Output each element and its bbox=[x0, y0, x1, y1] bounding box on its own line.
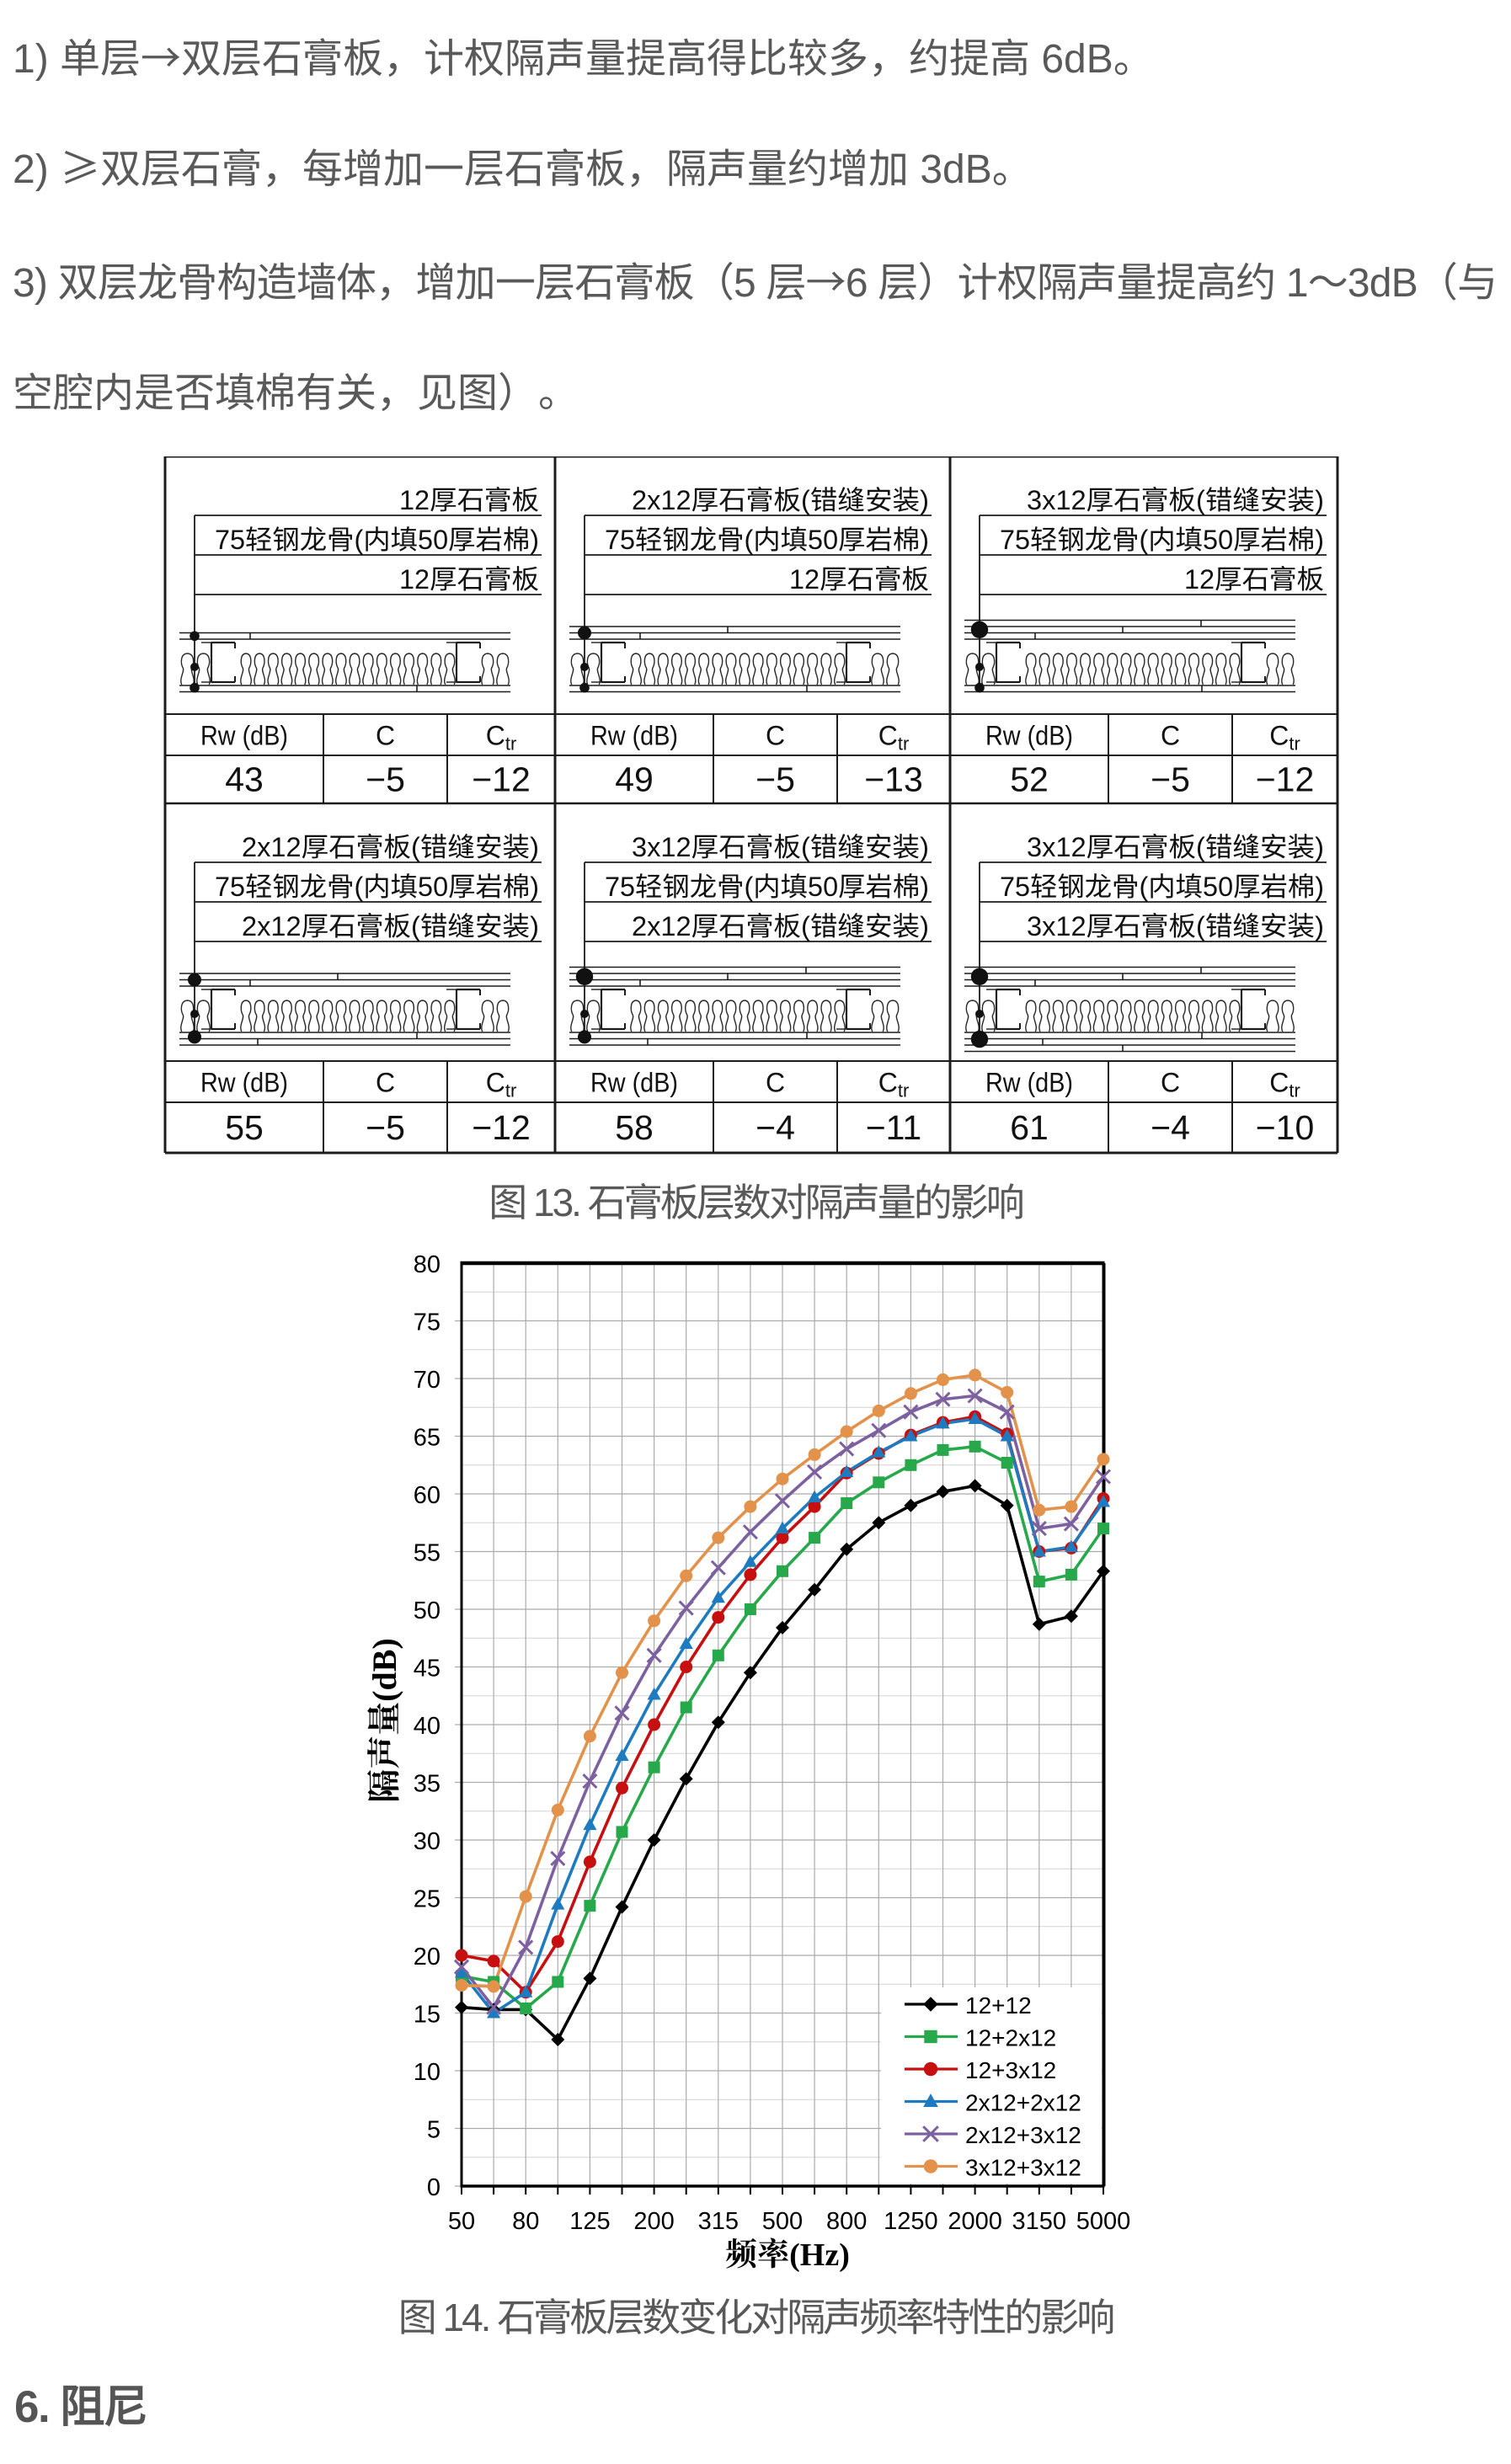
svg-text:Ctr: Ctr bbox=[1269, 1068, 1300, 1101]
svg-text:12+3x12: 12+3x12 bbox=[965, 2057, 1056, 2083]
svg-text:75轻钢龙骨(内填50厚岩棉): 75轻钢龙骨(内填50厚岩棉) bbox=[605, 525, 929, 555]
svg-text:315: 315 bbox=[698, 2208, 739, 2235]
svg-text:75轻钢龙骨(内填50厚岩棉): 75轻钢龙骨(内填50厚岩棉) bbox=[215, 872, 539, 902]
svg-text:75轻钢龙骨(内填50厚岩棉): 75轻钢龙骨(内填50厚岩棉) bbox=[1000, 525, 1324, 555]
svg-text:Ctr: Ctr bbox=[1269, 721, 1300, 755]
svg-text:Rw (dB): Rw (dB) bbox=[200, 1068, 288, 1098]
svg-text:−5: −5 bbox=[756, 760, 795, 799]
svg-text:3x12厚石膏板(错缝安装): 3x12厚石膏板(错缝安装) bbox=[1027, 485, 1324, 515]
svg-text:−12: −12 bbox=[1256, 760, 1315, 799]
svg-text:75: 75 bbox=[414, 1309, 440, 1336]
svg-text:C: C bbox=[376, 1068, 395, 1098]
svg-text:65: 65 bbox=[414, 1425, 440, 1452]
svg-text:80: 80 bbox=[414, 1251, 440, 1278]
svg-text:C: C bbox=[376, 721, 395, 751]
svg-text:15: 15 bbox=[414, 2002, 440, 2029]
svg-text:35: 35 bbox=[414, 1771, 440, 1798]
svg-text:500: 500 bbox=[762, 2208, 803, 2235]
svg-text:−5: −5 bbox=[366, 1108, 405, 1147]
svg-text:−4: −4 bbox=[1151, 1108, 1190, 1147]
svg-text:43: 43 bbox=[225, 760, 264, 799]
svg-text:80: 80 bbox=[512, 2208, 539, 2235]
svg-text:55: 55 bbox=[414, 1540, 440, 1567]
svg-text:2x12厚石膏板(错缝安装): 2x12厚石膏板(错缝安装) bbox=[242, 832, 539, 862]
svg-text:10: 10 bbox=[414, 2059, 440, 2086]
svg-text:12厚石膏板: 12厚石膏板 bbox=[789, 564, 929, 595]
svg-text:C: C bbox=[766, 721, 785, 751]
svg-text:C: C bbox=[766, 1068, 785, 1098]
svg-text:125: 125 bbox=[569, 2208, 610, 2235]
svg-text:−11: −11 bbox=[866, 1108, 922, 1147]
svg-text:Rw (dB): Rw (dB) bbox=[590, 1068, 678, 1098]
svg-text:Ctr: Ctr bbox=[878, 721, 910, 755]
svg-text:49: 49 bbox=[615, 760, 654, 799]
svg-text:−12: −12 bbox=[472, 1108, 531, 1147]
svg-text:3x12厚石膏板(错缝安装): 3x12厚石膏板(错缝安装) bbox=[1027, 911, 1324, 941]
svg-text:1250: 1250 bbox=[884, 2208, 938, 2235]
svg-text:200: 200 bbox=[633, 2208, 674, 2235]
svg-text:Rw (dB): Rw (dB) bbox=[590, 721, 678, 751]
svg-text:52: 52 bbox=[1010, 760, 1049, 799]
svg-text:12+2x12: 12+2x12 bbox=[965, 2025, 1056, 2051]
svg-text:−5: −5 bbox=[366, 760, 405, 799]
svg-text:−13: −13 bbox=[864, 760, 923, 799]
svg-text:60: 60 bbox=[414, 1482, 440, 1509]
svg-text:50: 50 bbox=[448, 2208, 475, 2235]
svg-text:2x12厚石膏板(错缝安装): 2x12厚石膏板(错缝安装) bbox=[632, 911, 929, 941]
svg-text:2x12厚石膏板(错缝安装): 2x12厚石膏板(错缝安装) bbox=[632, 485, 929, 515]
svg-text:3x12厚石膏板(错缝安装): 3x12厚石膏板(错缝安装) bbox=[1027, 832, 1324, 862]
svg-text:−4: −4 bbox=[756, 1108, 795, 1147]
svg-text:75轻钢龙骨(内填50厚岩棉): 75轻钢龙骨(内填50厚岩棉) bbox=[605, 872, 929, 902]
svg-text:75轻钢龙骨(内填50厚岩棉): 75轻钢龙骨(内填50厚岩棉) bbox=[1000, 872, 1324, 902]
svg-text:50: 50 bbox=[414, 1597, 440, 1624]
svg-text:25: 25 bbox=[414, 1886, 440, 1913]
svg-text:−5: −5 bbox=[1151, 760, 1190, 799]
svg-text:58: 58 bbox=[615, 1108, 654, 1147]
svg-text:2x12厚石膏板(错缝安装): 2x12厚石膏板(错缝安装) bbox=[242, 911, 539, 941]
svg-text:Ctr: Ctr bbox=[486, 1068, 517, 1101]
svg-text:2000: 2000 bbox=[948, 2208, 1002, 2235]
svg-text:12厚石膏板: 12厚石膏板 bbox=[399, 564, 539, 595]
svg-text:隔声量(dB): 隔声量(dB) bbox=[366, 1638, 403, 1803]
svg-text:2x12+2x12: 2x12+2x12 bbox=[965, 2090, 1081, 2116]
svg-text:12厚石膏板: 12厚石膏板 bbox=[399, 485, 539, 515]
svg-text:3150: 3150 bbox=[1012, 2208, 1067, 2235]
svg-text:2x12+3x12: 2x12+3x12 bbox=[965, 2122, 1081, 2148]
svg-text:0: 0 bbox=[427, 2174, 440, 2201]
svg-text:61: 61 bbox=[1010, 1108, 1049, 1147]
svg-text:3x12厚石膏板(错缝安装): 3x12厚石膏板(错缝安装) bbox=[632, 832, 929, 862]
svg-text:800: 800 bbox=[826, 2208, 867, 2235]
svg-text:3x12+3x12: 3x12+3x12 bbox=[965, 2155, 1081, 2181]
svg-text:C: C bbox=[1161, 721, 1180, 751]
svg-text:55: 55 bbox=[225, 1108, 264, 1147]
svg-text:Rw (dB): Rw (dB) bbox=[200, 721, 288, 751]
svg-text:75轻钢龙骨(内填50厚岩棉): 75轻钢龙骨(内填50厚岩棉) bbox=[215, 525, 539, 555]
svg-text:频率(Hz): 频率(Hz) bbox=[725, 2237, 850, 2273]
svg-text:5000: 5000 bbox=[1076, 2208, 1131, 2235]
svg-text:Ctr: Ctr bbox=[878, 1068, 910, 1101]
svg-text:70: 70 bbox=[414, 1367, 440, 1394]
svg-text:Ctr: Ctr bbox=[486, 721, 517, 755]
svg-text:12厚石膏板: 12厚石膏板 bbox=[1184, 564, 1324, 595]
svg-text:C: C bbox=[1161, 1068, 1180, 1098]
svg-text:Rw (dB): Rw (dB) bbox=[985, 1068, 1073, 1098]
svg-text:−12: −12 bbox=[472, 760, 531, 799]
svg-text:−10: −10 bbox=[1256, 1108, 1315, 1147]
svg-text:45: 45 bbox=[414, 1656, 440, 1683]
svg-text:5: 5 bbox=[427, 2117, 440, 2144]
svg-text:Rw (dB): Rw (dB) bbox=[985, 721, 1073, 751]
svg-text:40: 40 bbox=[414, 1713, 440, 1740]
svg-text:12+12: 12+12 bbox=[965, 1992, 1032, 2019]
svg-text:30: 30 bbox=[414, 1828, 440, 1855]
svg-text:20: 20 bbox=[414, 1944, 440, 1971]
